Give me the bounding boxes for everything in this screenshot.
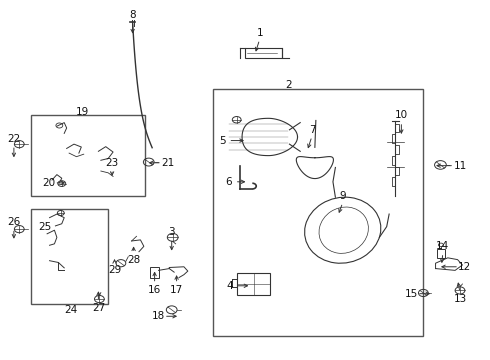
Bar	[245, 48, 282, 58]
Text: 12: 12	[458, 262, 471, 272]
Text: 8: 8	[129, 10, 136, 20]
Text: 9: 9	[340, 191, 346, 201]
Text: 1: 1	[256, 28, 263, 38]
Text: 28: 28	[127, 255, 140, 265]
Text: 15: 15	[405, 289, 418, 299]
Text: 19: 19	[76, 107, 89, 117]
Text: 4: 4	[226, 281, 233, 291]
Text: 13: 13	[453, 294, 466, 304]
Bar	[150, 267, 159, 278]
Text: 21: 21	[161, 158, 174, 168]
Bar	[437, 249, 445, 258]
Text: 18: 18	[151, 311, 165, 321]
Text: 24: 24	[64, 305, 77, 315]
Text: 29: 29	[108, 265, 121, 275]
Text: 7: 7	[309, 125, 315, 135]
Text: 6: 6	[225, 177, 232, 187]
Bar	[237, 273, 270, 296]
Text: 23: 23	[105, 158, 119, 168]
Bar	[31, 209, 108, 304]
Text: 17: 17	[170, 285, 183, 295]
Bar	[213, 89, 423, 336]
Text: 20: 20	[42, 178, 55, 188]
Text: 26: 26	[7, 217, 21, 227]
Text: 11: 11	[453, 161, 466, 171]
Text: 25: 25	[38, 222, 51, 232]
Bar	[31, 116, 145, 196]
Text: 2: 2	[286, 80, 293, 90]
Text: 5: 5	[219, 136, 226, 145]
Text: 3: 3	[169, 227, 175, 237]
Text: 14: 14	[436, 241, 449, 251]
Text: 27: 27	[92, 303, 105, 313]
Text: 16: 16	[148, 285, 161, 295]
Text: 22: 22	[7, 134, 21, 144]
Text: 10: 10	[395, 111, 408, 121]
